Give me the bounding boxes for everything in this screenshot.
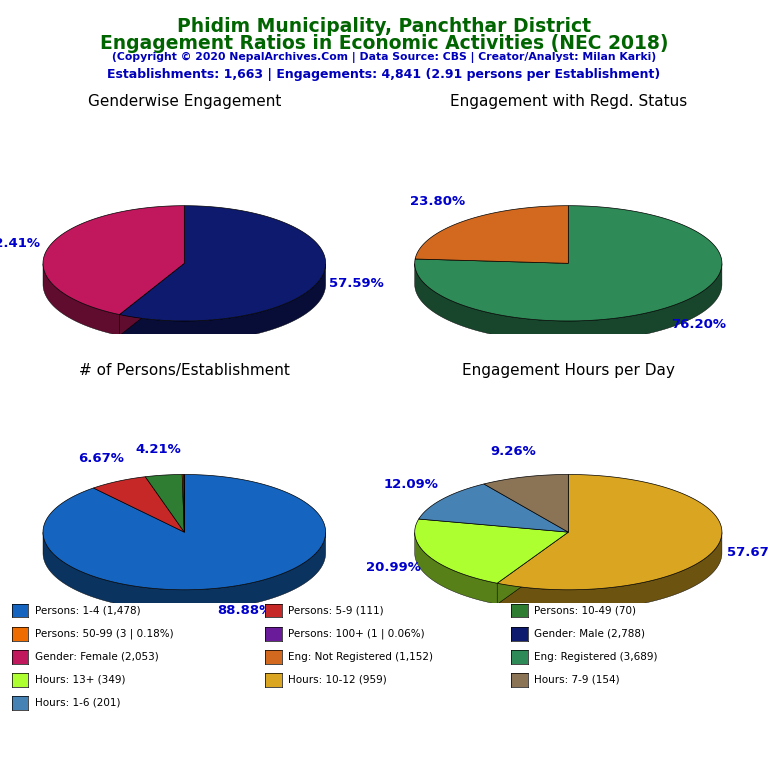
Title: Engagement Hours per Day: Engagement Hours per Day bbox=[462, 362, 675, 378]
Text: Establishments: 1,663 | Engagements: 4,841 (2.91 persons per Establishment): Establishments: 1,663 | Engagements: 4,8… bbox=[108, 68, 660, 81]
Polygon shape bbox=[497, 475, 722, 590]
Text: Hours: 10-12 (959): Hours: 10-12 (959) bbox=[288, 674, 387, 685]
Text: Hours: 13+ (349): Hours: 13+ (349) bbox=[35, 674, 125, 685]
Text: Eng: Not Registered (1,152): Eng: Not Registered (1,152) bbox=[288, 651, 433, 662]
Text: 20.99%: 20.99% bbox=[366, 561, 421, 574]
Polygon shape bbox=[182, 475, 184, 532]
Text: Phidim Municipality, Panchthar District: Phidim Municipality, Panchthar District bbox=[177, 17, 591, 36]
Text: 57.67%: 57.67% bbox=[727, 545, 768, 558]
Text: Persons: 5-9 (111): Persons: 5-9 (111) bbox=[288, 605, 384, 616]
Polygon shape bbox=[43, 532, 326, 611]
Polygon shape bbox=[497, 532, 722, 611]
Text: 88.88%: 88.88% bbox=[217, 604, 273, 617]
Text: (Copyright © 2020 NepalArchives.Com | Data Source: CBS | Creator/Analyst: Milan : (Copyright © 2020 NepalArchives.Com | Da… bbox=[112, 52, 656, 63]
Text: 9.26%: 9.26% bbox=[491, 445, 536, 458]
Text: Gender: Male (2,788): Gender: Male (2,788) bbox=[534, 628, 645, 639]
Polygon shape bbox=[419, 484, 568, 532]
Polygon shape bbox=[484, 475, 568, 532]
Polygon shape bbox=[415, 206, 722, 321]
Polygon shape bbox=[120, 263, 326, 342]
Polygon shape bbox=[415, 519, 568, 583]
Polygon shape bbox=[415, 532, 497, 604]
Text: Engagement Ratios in Economic Activities (NEC 2018): Engagement Ratios in Economic Activities… bbox=[100, 34, 668, 53]
Text: Persons: 50-99 (3 | 0.18%): Persons: 50-99 (3 | 0.18%) bbox=[35, 628, 174, 639]
Polygon shape bbox=[120, 263, 184, 336]
Text: Eng: Registered (3,689): Eng: Registered (3,689) bbox=[534, 651, 657, 662]
Polygon shape bbox=[415, 263, 722, 342]
Text: 76.20%: 76.20% bbox=[671, 318, 727, 331]
Polygon shape bbox=[497, 532, 568, 604]
Polygon shape bbox=[43, 475, 326, 590]
Polygon shape bbox=[94, 477, 184, 532]
Text: Hours: 1-6 (201): Hours: 1-6 (201) bbox=[35, 697, 120, 708]
Text: 6.67%: 6.67% bbox=[78, 452, 124, 465]
Title: Genderwise Engagement: Genderwise Engagement bbox=[88, 94, 281, 109]
Polygon shape bbox=[43, 206, 184, 315]
Title: # of Persons/Establishment: # of Persons/Establishment bbox=[79, 362, 290, 378]
Text: 12.09%: 12.09% bbox=[383, 478, 439, 491]
Text: 4.21%: 4.21% bbox=[135, 442, 181, 455]
Polygon shape bbox=[43, 263, 120, 336]
Text: Hours: 7-9 (154): Hours: 7-9 (154) bbox=[534, 674, 619, 685]
Text: Persons: 100+ (1 | 0.06%): Persons: 100+ (1 | 0.06%) bbox=[288, 628, 425, 639]
Text: 42.41%: 42.41% bbox=[0, 237, 40, 250]
Polygon shape bbox=[415, 206, 568, 263]
Polygon shape bbox=[120, 263, 184, 336]
Text: Persons: 10-49 (70): Persons: 10-49 (70) bbox=[534, 605, 636, 616]
Text: Persons: 1-4 (1,478): Persons: 1-4 (1,478) bbox=[35, 605, 141, 616]
Text: 23.80%: 23.80% bbox=[410, 195, 465, 208]
Polygon shape bbox=[497, 532, 568, 604]
Title: Engagement with Regd. Status: Engagement with Regd. Status bbox=[450, 94, 687, 109]
Polygon shape bbox=[145, 475, 184, 532]
Text: 57.59%: 57.59% bbox=[329, 276, 383, 290]
Polygon shape bbox=[120, 206, 326, 321]
Text: Gender: Female (2,053): Gender: Female (2,053) bbox=[35, 651, 158, 662]
